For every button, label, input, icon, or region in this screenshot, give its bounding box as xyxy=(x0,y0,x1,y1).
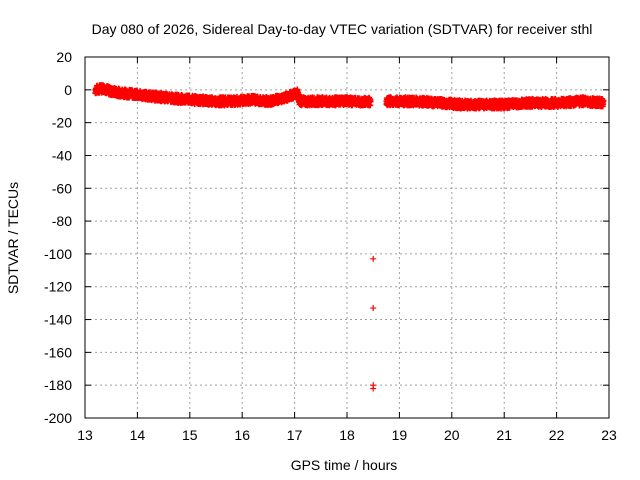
x-tick-labels: 13 14 15 16 17 18 19 20 21 22 23 xyxy=(77,427,617,443)
chart-title: Day 080 of 2026, Sidereal Day-to-day VTE… xyxy=(92,21,593,37)
x-tick-label: 17 xyxy=(287,427,303,443)
outlier-point xyxy=(370,255,377,262)
y-tick-label: -80 xyxy=(52,213,72,229)
y-tick-label: -40 xyxy=(52,147,72,163)
data-point xyxy=(367,102,374,109)
y-tick-label: -180 xyxy=(44,377,72,393)
x-tick-label: 18 xyxy=(339,427,355,443)
data-point xyxy=(367,96,374,103)
y-tick-labels: 20 0 -20 -40 -60 -80 -100 -120 -140 -160 -180 -200 xyxy=(44,49,72,426)
x-tick-label: 16 xyxy=(234,427,250,443)
y-tick-label: -20 xyxy=(52,115,72,131)
outlier-point xyxy=(370,385,377,392)
y-tick-label: -60 xyxy=(52,180,72,196)
y-tick-label: -200 xyxy=(44,410,72,426)
data-point xyxy=(600,97,607,104)
x-tick-label: 22 xyxy=(549,427,565,443)
x-tick-label: 21 xyxy=(496,427,512,443)
y-tick-label: 0 xyxy=(64,82,72,98)
x-tick-label: 19 xyxy=(392,427,408,443)
y-tick-label: -140 xyxy=(44,312,72,328)
x-tick-label: 20 xyxy=(444,427,460,443)
grid xyxy=(85,57,609,418)
x-tick-label: 23 xyxy=(601,427,617,443)
outliers xyxy=(370,255,377,392)
y-tick-label: -160 xyxy=(44,344,72,360)
y-tick-label: 20 xyxy=(56,49,72,65)
x-tick-label: 14 xyxy=(130,427,146,443)
data-band xyxy=(92,82,607,112)
x-tick-label: 15 xyxy=(182,427,198,443)
x-axis-label: GPS time / hours xyxy=(291,457,398,473)
y-axis-label: SDTVAR / TECUs xyxy=(5,182,21,294)
y-tick-label: -120 xyxy=(44,279,72,295)
y-tick-label: -100 xyxy=(44,246,72,262)
ticks xyxy=(84,56,610,419)
x-tick-label: 13 xyxy=(77,427,93,443)
outlier-point xyxy=(370,305,377,312)
